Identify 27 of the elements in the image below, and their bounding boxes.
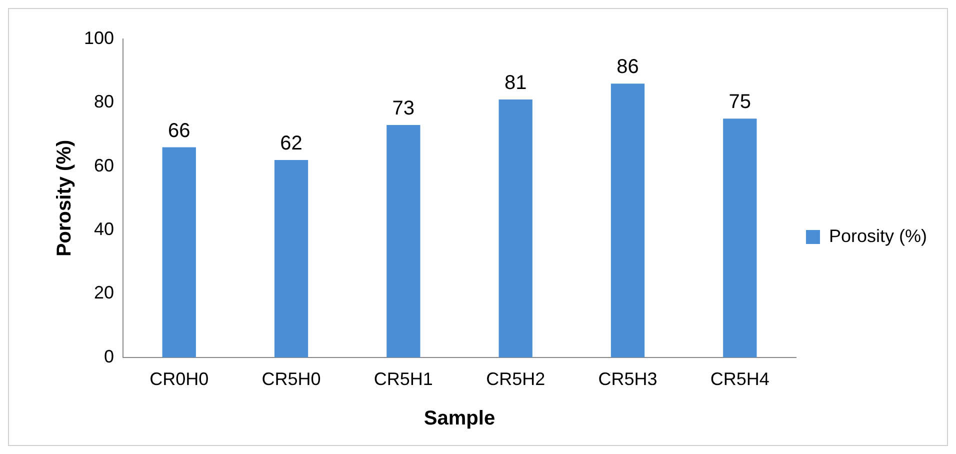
x-tick-label: CR5H3 <box>598 369 658 390</box>
bar <box>723 118 757 358</box>
data-label: 81 <box>504 72 527 94</box>
x-tick-label: CR5H0 <box>262 369 321 390</box>
data-label: 66 <box>168 120 190 142</box>
x-tick-label: CR5H4 <box>710 369 770 390</box>
y-tick-label: 0 <box>104 346 114 366</box>
data-label: 73 <box>392 97 415 120</box>
x-tick-label: CR5H1 <box>374 369 433 390</box>
bar <box>610 84 645 358</box>
bar <box>274 160 308 358</box>
x-axis-title: Sample <box>424 408 496 430</box>
bar <box>498 99 532 358</box>
legend-label: Porosity (%) <box>828 226 927 246</box>
data-label: 62 <box>280 132 302 155</box>
y-tick-label: 40 <box>94 219 114 240</box>
y-tick-label: 60 <box>94 155 114 176</box>
y-axis-title: Porosity (%) <box>54 140 76 257</box>
y-tick-label: 100 <box>84 28 114 48</box>
bar <box>386 124 420 358</box>
y-tick-label: 20 <box>94 282 114 303</box>
data-label: 86 <box>616 56 639 78</box>
bar <box>162 147 196 358</box>
y-tick-label: 80 <box>94 92 114 112</box>
x-tick-label: CR0H0 <box>150 369 209 390</box>
x-tick-label: CR5H2 <box>486 369 546 390</box>
data-label: 75 <box>728 91 752 114</box>
